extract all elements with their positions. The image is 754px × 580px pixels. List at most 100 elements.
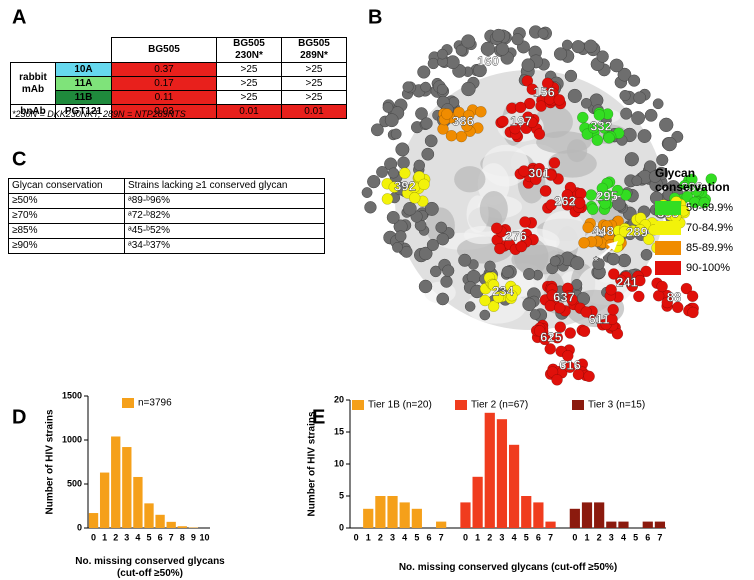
bar <box>654 521 666 528</box>
glycan-atom <box>546 289 559 302</box>
glycan-atom <box>633 290 645 303</box>
glycan-atom <box>611 328 624 340</box>
glycan-atom <box>672 301 684 314</box>
glycan-atom <box>634 274 646 287</box>
glycan-atom <box>436 232 450 246</box>
glycan-atom <box>402 81 414 93</box>
bar <box>618 521 629 528</box>
x-tick-label: 0 <box>463 532 468 542</box>
glycan-atom <box>640 248 653 261</box>
glycan-atom <box>455 44 467 56</box>
glycan-atom <box>607 252 620 266</box>
glycan-atom <box>442 264 455 277</box>
glycan-atom <box>462 109 475 122</box>
protein-surface <box>454 166 486 193</box>
glycan-atom <box>367 174 381 189</box>
legend-swatch <box>122 398 134 408</box>
x-tick-label: 4 <box>402 532 407 542</box>
bar <box>472 476 483 528</box>
legend-label: n=3796 <box>138 398 172 409</box>
legend-swatch <box>655 201 681 215</box>
glycan-atom <box>394 230 407 243</box>
glycan-atom <box>573 197 586 209</box>
glycan-atom <box>495 42 509 56</box>
glycan-atom <box>587 203 599 215</box>
column-header: BG505 <box>111 37 217 63</box>
ic50-cell: 0.37 <box>111 62 217 77</box>
bar <box>545 521 556 528</box>
glycan-atom <box>608 268 620 280</box>
bar <box>484 412 495 528</box>
antibody-name: 11A <box>55 76 112 91</box>
glycan-atom <box>445 129 458 142</box>
glycan-atom <box>475 106 487 118</box>
glycan-atom <box>617 253 632 268</box>
site-label: 88 <box>667 289 681 304</box>
site-label: 301 <box>528 165 550 180</box>
table-cell: ≥50% <box>8 193 125 209</box>
glycan-atom <box>561 189 574 201</box>
x-tick-label: 3 <box>499 532 504 542</box>
x-tick-label: 5 <box>146 532 151 542</box>
glycan-atom <box>580 97 592 109</box>
glycan-atom <box>533 128 546 140</box>
legend-swatch <box>572 400 584 410</box>
glycan-atom <box>633 91 647 105</box>
glycan-atom <box>593 109 606 121</box>
x-tick-label: 3 <box>609 532 614 542</box>
glycan-atom <box>415 107 428 120</box>
bar <box>533 502 544 528</box>
glycan-atom <box>545 169 557 181</box>
x-tick-label: 3 <box>390 532 395 542</box>
bar <box>177 526 187 528</box>
glycan-atom <box>515 240 528 253</box>
glycan-atom <box>399 167 411 179</box>
glycan-atom <box>437 48 448 60</box>
glycan-atom <box>634 224 646 236</box>
glycan-atom <box>436 292 450 306</box>
bar <box>460 502 471 528</box>
arrow-head <box>607 241 618 251</box>
legend-label: 90-100% <box>686 262 730 274</box>
glycan-atom <box>619 90 631 102</box>
glycan-atom <box>497 115 509 128</box>
glycan-atom <box>548 157 561 169</box>
legend-swatch <box>655 221 681 235</box>
x-tick-label: 0 <box>354 532 359 542</box>
glycan-atom <box>570 256 585 271</box>
site-label: 160 <box>477 53 499 68</box>
glycan-atom <box>435 221 448 234</box>
table-cell: ≥70% <box>8 208 125 224</box>
bar <box>436 521 447 528</box>
glycan-atom <box>591 134 604 146</box>
glycan-atom <box>376 166 389 178</box>
protein-surface <box>547 149 597 178</box>
bar <box>155 514 165 528</box>
glycan-atom <box>384 113 399 128</box>
glycan-atom <box>680 282 693 295</box>
glycan-atom <box>523 268 536 281</box>
glycan-atom <box>511 33 524 46</box>
glycan-atom <box>479 294 491 307</box>
x-tick-label: 2 <box>597 532 602 542</box>
conservation-table: Glycan conservation Strains lacking ≥1 co… <box>8 178 325 254</box>
glycan-atom <box>408 192 421 204</box>
glycan-atom <box>501 265 514 278</box>
glycan-atom <box>601 220 613 232</box>
bar <box>99 472 110 528</box>
glycan-atom <box>390 128 402 140</box>
site-label: 625 <box>540 329 562 344</box>
blank-cell <box>56 38 112 63</box>
glycan-atom <box>631 111 645 125</box>
x-tick-label: 7 <box>657 532 662 542</box>
ic50-cell: >25 <box>281 62 347 77</box>
table-row: bnAb PGT121 0.03 0.01 0.01 <box>10 104 347 119</box>
glycan-atom <box>617 67 632 82</box>
glycan-atom <box>603 132 615 144</box>
table-cell: ᵃ89-ᵇ96% <box>124 193 325 209</box>
footnote: *230N = DKK230NKT, 289N = NTP289NTS <box>12 109 186 119</box>
protein-surface <box>536 131 592 154</box>
legend-label: 70-84.9% <box>686 222 733 234</box>
glycan-atom <box>418 246 433 261</box>
